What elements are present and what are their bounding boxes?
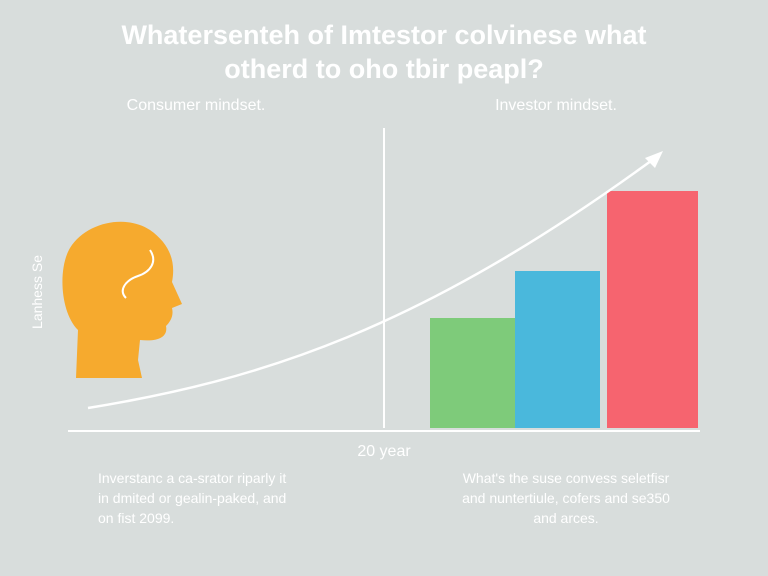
y-axis-label: Lanhess Se (29, 255, 45, 329)
caption-line: on fist 2099. (98, 510, 174, 526)
x-axis-label: 20 year (357, 443, 411, 460)
bar (607, 191, 698, 428)
arrowhead (645, 151, 663, 168)
caption-line: and arces. (533, 510, 598, 526)
head-detail (121, 249, 155, 299)
caption-line: Inverstanc a ca-srator riparly it (98, 470, 286, 486)
bar (430, 318, 515, 428)
head-icon (62, 221, 182, 378)
caption-line: and nuntertiule, cofers and se350 (462, 490, 670, 506)
title-line: otherd to oho tbir peapl? (224, 54, 543, 84)
caption-line: What's the suse convess seletfisr (463, 470, 670, 486)
title-line: Whatersenteh of Imtestor colvinese what (121, 20, 646, 50)
caption-line: in dmited or gealin-paked, and (98, 490, 286, 506)
panel-heading: Investor mindset. (495, 97, 617, 114)
panel-heading: Consumer mindset. (127, 97, 266, 114)
growth-curve (87, 156, 656, 410)
bar (515, 271, 600, 428)
